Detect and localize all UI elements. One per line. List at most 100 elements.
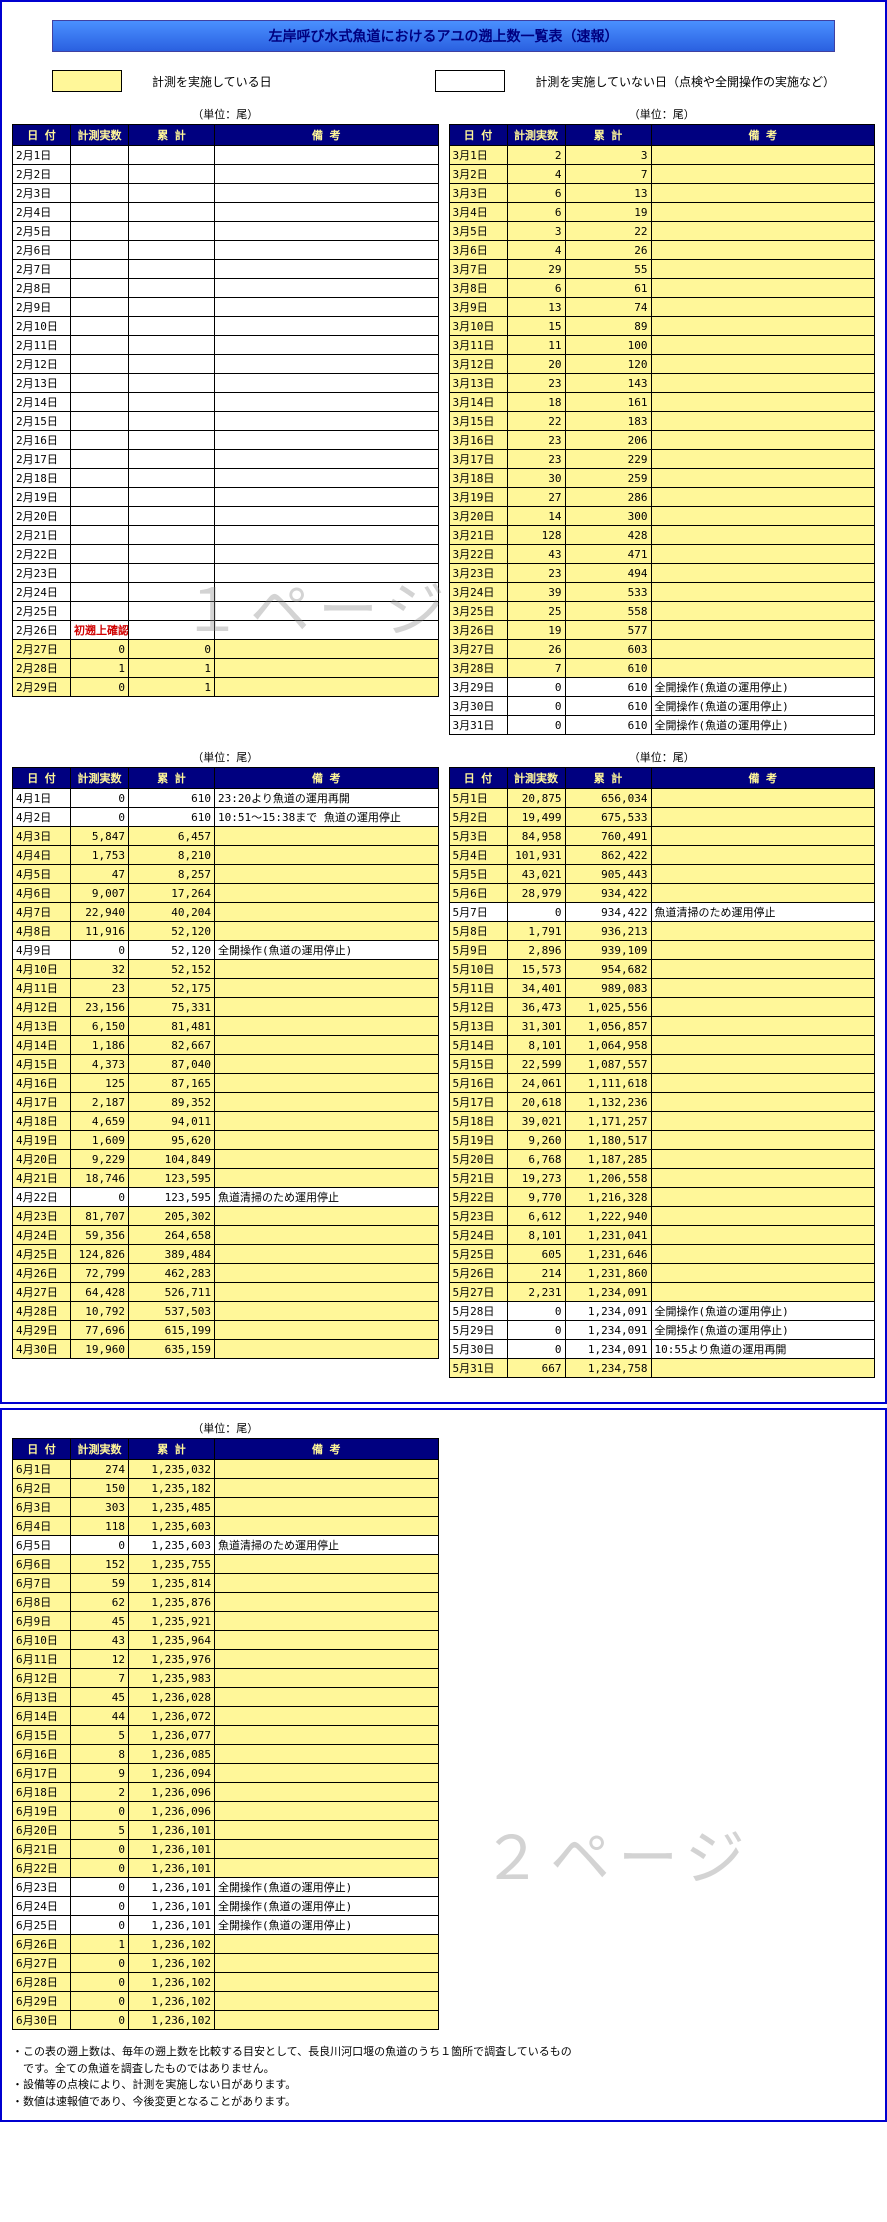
cell-cumulative: 462,283 [129,1264,215,1283]
table-mar: 日 付 計測実数 累 計 備 考 3月1日233月2日473月3日6133月4日… [449,124,876,735]
table-feb-col: （単位：尾） 日 付 計測実数 累 計 備 考 2月1日2月2日2月3日2月4日… [12,106,439,735]
cell-cumulative: 615,199 [129,1321,215,1340]
cell-cumulative [129,393,215,412]
cell-count: 59,356 [71,1226,129,1245]
cell-count: 2,187 [71,1093,129,1112]
cell-date: 2月19日 [13,488,71,507]
cell-note [215,412,439,431]
cell-count: 9,007 [71,884,129,903]
cell-count: 36,473 [507,998,565,1017]
cell-count: 20 [507,355,565,374]
cell-note [651,1036,875,1055]
cell-cumulative: 81,481 [129,1017,215,1036]
cell-cumulative: 40,204 [129,903,215,922]
cell-count: 22,940 [71,903,129,922]
cell-cumulative [129,260,215,279]
cell-cumulative [129,583,215,602]
cell-cumulative: 52,152 [129,960,215,979]
cell-cumulative: 526,711 [129,1283,215,1302]
cell-date: 3月7日 [449,260,507,279]
footnote-line: ・この表の遡上数は、毎年の遡上数を比較する目安として、長良川河口堰の魚道のうち１… [12,2044,875,2061]
table-row: 6月7日591,235,814 [13,1574,439,1593]
cell-date: 4月24日 [13,1226,71,1245]
cell-date: 5月31日 [449,1359,507,1378]
cell-count [71,469,129,488]
cell-count: 6 [507,184,565,203]
cell-count [71,488,129,507]
cell-count: 1,791 [507,922,565,941]
cell-date: 6月28日 [13,1973,71,1992]
table-row: 4月17日2,18789,352 [13,1093,439,1112]
cell-count: 8,101 [507,1036,565,1055]
cell-note: 全開操作(魚道の運用停止) [215,1916,439,1935]
footnote-line: ・設備等の点検により、計測を実施しない日があります。 [12,2077,875,2094]
legend-swatch-measured [52,70,122,92]
cell-cumulative: 656,034 [565,789,651,808]
cell-count [71,583,129,602]
cell-cumulative [129,469,215,488]
cell-note [215,488,439,507]
cell-note [215,1150,439,1169]
cell-date: 5月12日 [449,998,507,1017]
cell-cumulative: 7 [565,165,651,184]
cell-count: 1,186 [71,1036,129,1055]
cell-count: 43,021 [507,865,565,884]
cell-cumulative: 1,236,096 [129,1783,215,1802]
table-jun: 日 付 計測実数 累 計 備 考 6月1日2741,235,0326月2日150… [12,1438,439,2030]
table-row: 3月14日18161 [449,393,875,412]
table-row: 6月9日451,235,921 [13,1612,439,1631]
cell-date: 3月23日 [449,564,507,583]
cell-count: 125 [71,1074,129,1093]
cell-count: 8 [71,1745,129,1764]
cell-date: 4月26日 [13,1264,71,1283]
cell-note: 全開操作(魚道の運用停止) [651,716,875,735]
table-row: 6月11日121,235,976 [13,1650,439,1669]
cell-count: 23 [507,374,565,393]
cell-date: 6月2日 [13,1479,71,1498]
cell-note [215,317,439,336]
cell-note [651,336,875,355]
cell-note: 魚道清掃のため運用停止 [215,1536,439,1555]
cell-cumulative: 1,216,328 [565,1188,651,1207]
cell-date: 5月27日 [449,1283,507,1302]
cell-note [651,412,875,431]
table-row: 5月31日6671,234,758 [449,1359,875,1378]
table-row: 2月4日 [13,203,439,222]
cell-cumulative [129,374,215,393]
cell-note [215,545,439,564]
cell-date: 5月21日 [449,1169,507,1188]
cell-date: 5月6日 [449,884,507,903]
cell-count: 23 [507,431,565,450]
cell-cumulative: 494 [565,564,651,583]
cell-count [71,260,129,279]
cell-date: 6月9日 [13,1612,71,1631]
cell-cumulative: 1,056,857 [565,1017,651,1036]
table-row: 2月19日 [13,488,439,507]
table-row: 2月8日 [13,279,439,298]
cell-note [215,884,439,903]
cell-note [215,1112,439,1131]
table-row: 5月5日43,021905,443 [449,865,875,884]
table-row: 6月22日01,236,101 [13,1859,439,1878]
cell-note [215,1169,439,1188]
cell-cumulative: 1,132,236 [565,1093,651,1112]
cell-date: 5月13日 [449,1017,507,1036]
cell-cumulative: 1,236,102 [129,1973,215,1992]
cell-count [71,298,129,317]
cell-date: 5月10日 [449,960,507,979]
table-row: 2月16日 [13,431,439,450]
table-row: 3月26日19577 [449,621,875,640]
cell-date: 3月28日 [449,659,507,678]
cell-date: 2月23日 [13,564,71,583]
cell-note [215,960,439,979]
cell-note [215,1036,439,1055]
cell-count: 31,301 [507,1017,565,1036]
cell-note [651,583,875,602]
table-row: 2月10日 [13,317,439,336]
table-row: 4月8日11,91652,120 [13,922,439,941]
cell-date: 3月17日 [449,450,507,469]
table-row: 5月4日101,931862,422 [449,846,875,865]
table-row: 6月29日01,236,102 [13,1992,439,2011]
cell-count: 9,229 [71,1150,129,1169]
cell-count [71,564,129,583]
